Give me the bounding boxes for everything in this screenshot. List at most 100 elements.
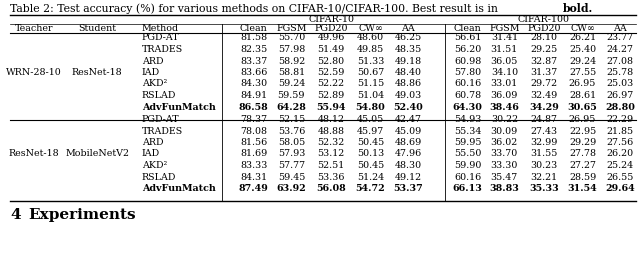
Text: 25.24: 25.24 bbox=[607, 161, 634, 170]
Text: 29.29: 29.29 bbox=[569, 138, 596, 147]
Text: 22.95: 22.95 bbox=[569, 127, 596, 135]
Text: 82.35: 82.35 bbox=[240, 45, 268, 54]
Text: Clean: Clean bbox=[454, 24, 481, 33]
Text: 30.09: 30.09 bbox=[491, 127, 518, 135]
Text: 55.50: 55.50 bbox=[454, 149, 481, 159]
Text: 81.56: 81.56 bbox=[240, 138, 268, 147]
Text: 49.18: 49.18 bbox=[395, 56, 422, 65]
Text: 59.59: 59.59 bbox=[278, 91, 305, 100]
Text: 26.95: 26.95 bbox=[569, 80, 596, 89]
Text: 4: 4 bbox=[10, 208, 20, 222]
Text: 53.36: 53.36 bbox=[317, 172, 345, 181]
Text: 27.78: 27.78 bbox=[569, 149, 596, 159]
Text: 58.92: 58.92 bbox=[278, 56, 305, 65]
Text: 34.29: 34.29 bbox=[529, 102, 559, 111]
Text: 64.30: 64.30 bbox=[452, 102, 483, 111]
Text: 48.60: 48.60 bbox=[357, 34, 384, 43]
Text: IAD: IAD bbox=[142, 68, 160, 77]
Text: 30.23: 30.23 bbox=[531, 161, 557, 170]
Text: 31.55: 31.55 bbox=[531, 149, 557, 159]
Text: AA: AA bbox=[401, 24, 415, 33]
Text: 52.22: 52.22 bbox=[317, 80, 344, 89]
Text: 49.85: 49.85 bbox=[357, 45, 384, 54]
Text: 84.30: 84.30 bbox=[240, 80, 268, 89]
Text: 84.91: 84.91 bbox=[240, 91, 268, 100]
Text: Clean: Clean bbox=[240, 24, 268, 33]
Text: 22.29: 22.29 bbox=[607, 115, 634, 124]
Text: 27.43: 27.43 bbox=[531, 127, 557, 135]
Text: 59.45: 59.45 bbox=[278, 172, 305, 181]
Text: 86.58: 86.58 bbox=[239, 102, 269, 111]
Text: 55.34: 55.34 bbox=[454, 127, 481, 135]
Text: PGD20: PGD20 bbox=[314, 24, 348, 33]
Text: AKD²: AKD² bbox=[142, 80, 167, 89]
Text: 52.59: 52.59 bbox=[317, 68, 345, 77]
Text: 42.47: 42.47 bbox=[395, 115, 422, 124]
Text: 28.61: 28.61 bbox=[569, 91, 596, 100]
Text: 64.28: 64.28 bbox=[276, 102, 307, 111]
Text: 48.69: 48.69 bbox=[395, 138, 422, 147]
Text: 59.24: 59.24 bbox=[278, 80, 305, 89]
Text: AdvFunMatch: AdvFunMatch bbox=[142, 184, 216, 193]
Text: 53.37: 53.37 bbox=[394, 184, 423, 193]
Text: 45.09: 45.09 bbox=[395, 127, 422, 135]
Text: 28.10: 28.10 bbox=[531, 34, 557, 43]
Text: RSLAD: RSLAD bbox=[142, 91, 176, 100]
Text: 24.27: 24.27 bbox=[607, 45, 634, 54]
Text: 56.20: 56.20 bbox=[454, 45, 481, 54]
Text: 38.83: 38.83 bbox=[490, 184, 519, 193]
Text: 57.77: 57.77 bbox=[278, 161, 305, 170]
Text: 81.69: 81.69 bbox=[240, 149, 268, 159]
Text: 52.40: 52.40 bbox=[394, 102, 423, 111]
Text: 29.25: 29.25 bbox=[531, 45, 557, 54]
Text: FGSM: FGSM bbox=[489, 24, 520, 33]
Text: 48.40: 48.40 bbox=[395, 68, 422, 77]
Text: 63.92: 63.92 bbox=[276, 184, 307, 193]
Text: 36.05: 36.05 bbox=[491, 56, 518, 65]
Text: 50.45: 50.45 bbox=[357, 138, 384, 147]
Text: 55.94: 55.94 bbox=[316, 102, 346, 111]
Text: 57.98: 57.98 bbox=[278, 45, 305, 54]
Text: 59.95: 59.95 bbox=[454, 138, 481, 147]
Text: AdvFunMatch: AdvFunMatch bbox=[142, 102, 216, 111]
Text: 25.40: 25.40 bbox=[569, 45, 596, 54]
Text: Method: Method bbox=[142, 24, 179, 33]
Text: 60.16: 60.16 bbox=[454, 172, 481, 181]
Text: 34.10: 34.10 bbox=[491, 68, 518, 77]
Text: 49.12: 49.12 bbox=[395, 172, 422, 181]
Text: TRADES: TRADES bbox=[142, 127, 183, 135]
Text: AKD²: AKD² bbox=[142, 161, 167, 170]
Text: 48.12: 48.12 bbox=[317, 115, 344, 124]
Text: PGD-AT: PGD-AT bbox=[142, 34, 179, 43]
Text: 60.16: 60.16 bbox=[454, 80, 481, 89]
Text: 56.08: 56.08 bbox=[316, 184, 346, 193]
Text: 83.33: 83.33 bbox=[240, 161, 268, 170]
Text: 33.30: 33.30 bbox=[491, 161, 518, 170]
Text: 47.96: 47.96 bbox=[395, 149, 422, 159]
Text: WRN-28-10: WRN-28-10 bbox=[6, 68, 62, 77]
Text: 78.08: 78.08 bbox=[240, 127, 268, 135]
Text: 30.65: 30.65 bbox=[568, 102, 597, 111]
Text: 32.49: 32.49 bbox=[531, 91, 557, 100]
Text: 52.15: 52.15 bbox=[278, 115, 305, 124]
Text: 50.67: 50.67 bbox=[357, 68, 384, 77]
Text: 60.98: 60.98 bbox=[454, 56, 481, 65]
Text: 54.72: 54.72 bbox=[356, 184, 385, 193]
Text: 27.55: 27.55 bbox=[569, 68, 596, 77]
Text: 28.59: 28.59 bbox=[569, 172, 596, 181]
Text: 21.85: 21.85 bbox=[607, 127, 634, 135]
Text: 51.24: 51.24 bbox=[357, 172, 384, 181]
Text: 31.54: 31.54 bbox=[568, 184, 597, 193]
Text: 81.58: 81.58 bbox=[240, 34, 268, 43]
Text: 51.04: 51.04 bbox=[357, 91, 384, 100]
Text: 58.81: 58.81 bbox=[278, 68, 305, 77]
Text: 26.21: 26.21 bbox=[569, 34, 596, 43]
Text: ARD: ARD bbox=[142, 56, 163, 65]
Text: Experiments: Experiments bbox=[28, 208, 136, 222]
Text: RSLAD: RSLAD bbox=[142, 172, 176, 181]
Text: ResNet-18: ResNet-18 bbox=[8, 149, 60, 159]
Text: 45.97: 45.97 bbox=[357, 127, 384, 135]
Text: IAD: IAD bbox=[142, 149, 160, 159]
Text: 28.80: 28.80 bbox=[605, 102, 635, 111]
Text: MobileNetV2: MobileNetV2 bbox=[65, 149, 129, 159]
